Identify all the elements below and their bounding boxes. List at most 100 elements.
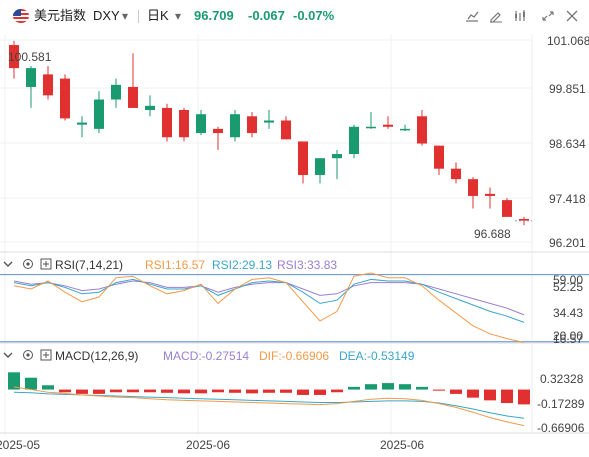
rsi-collapse-icon[interactable] [2,258,14,273]
fullscreen-icon[interactable] [540,9,556,23]
rsi-title: RSI(7,14,21) [55,258,124,272]
candle-body [111,84,121,100]
macd-bar [416,386,428,390]
dif-value: DIF:-0.66906 [259,349,330,363]
candle-body [519,218,529,221]
rsi-tick: 59.00 [553,273,584,287]
candle-body [264,120,274,123]
rsi-tick: 52.25 [553,280,584,294]
rsi-tick: 16.57 [553,332,584,346]
candle-body [145,105,155,111]
dea-line [13,391,525,419]
candle-body [332,154,342,159]
macd-bar [161,389,173,393]
candle-body [162,107,172,138]
macd-value: MACD:-0.27514 [163,349,250,363]
x-axis-label: 2025-06 [380,438,425,452]
price-tick: 96.201 [549,236,586,250]
macd-settings-icon[interactable] [22,349,34,364]
macd-bar [331,389,343,393]
macd-bar [93,389,105,394]
rsi2-value: RSI2:29.13 [212,258,273,272]
instrument-name: 美元指数 [34,8,87,23]
macd-bar [25,377,37,390]
candle-body [315,158,325,175]
macd-bar [297,389,309,395]
chart-type-icon[interactable] [512,9,528,23]
macd-tick: -0.17289 [537,397,585,411]
candle-body [128,86,138,108]
macd-bar [467,389,479,398]
period-selector[interactable]: 日K [147,8,169,23]
candle-body [94,99,104,129]
us-flag-icon [13,9,29,23]
top-bar: 美元指数 DXY ▾ 日K ▾ 96.709 -0.067 -0.07% [0,0,589,32]
rsi2-line [13,278,525,323]
candle-body [26,68,36,87]
candle-body [213,128,223,134]
dif-line [13,386,525,427]
macd-bar [42,385,54,390]
price-tick: 97.418 [549,192,586,206]
chevron-down-icon[interactable]: ▾ [121,9,129,23]
macd-bar [501,389,513,404]
chevron-down-icon[interactable]: ▾ [174,9,182,23]
candle-body [43,74,53,96]
rsi1-line [13,272,525,343]
macd-bar [195,389,207,394]
candle-body [485,193,495,196]
macd-title: MACD(12,26,9) [55,349,139,363]
macd-collapse-icon[interactable] [2,349,14,364]
high-price-label: 100.581 [8,50,52,64]
rsi-tick: 34.43 [553,306,584,320]
candle-body [179,110,189,138]
macd-bar [263,389,275,393]
macd-bar [365,384,377,390]
candle-body [247,116,257,134]
macd-bar [229,389,241,393]
candle-body [281,120,291,140]
macd-bar [450,389,462,394]
candle-body [196,114,206,134]
indicator-settings-icon[interactable] [464,9,480,23]
macd-bar [314,389,326,395]
candle-body [298,141,308,175]
price-tick: 101.068 [547,34,589,48]
macd-bar [382,383,394,390]
macd-tick: 0.32328 [540,372,584,386]
candle-body [77,122,87,125]
price-tick: 98.634 [549,137,586,151]
candle-body [383,124,393,127]
price-change-pct: -0.07% [293,8,335,23]
x-axis-label: 2025-06 [186,438,231,452]
close-icon[interactable] [564,9,580,23]
rsi-tick: 20.00 [553,329,584,343]
macd-toggle-icon[interactable] [40,349,52,364]
macd-bar [518,389,530,405]
macd-bar [348,386,360,390]
current-price: 96.709 [194,8,234,23]
dea-value: DEA:-0.53149 [339,349,415,363]
rsi-settings-icon[interactable] [22,258,34,273]
candle-body [9,45,19,69]
macd-bar [127,389,139,393]
rsi-toggle-icon[interactable] [40,258,52,273]
macd-bar [399,384,411,390]
macd-bar [8,372,20,390]
macd-bar [246,389,258,394]
candle-body [400,128,410,131]
draw-tool-icon[interactable] [488,9,504,23]
symbol-selector[interactable]: DXY [93,8,120,23]
rsi3-value: RSI3:33.83 [277,258,338,272]
price-change: -0.067 [248,8,285,23]
candle-body [417,116,427,144]
macd-tick: -0.66906 [537,421,585,435]
macd-bar [144,389,156,393]
candle-body [502,200,512,217]
macd-bar [59,389,71,393]
candle-body [434,145,444,169]
candle-body [230,114,240,138]
candle-body [60,78,70,119]
last-price-label: 96.688 [474,227,511,241]
